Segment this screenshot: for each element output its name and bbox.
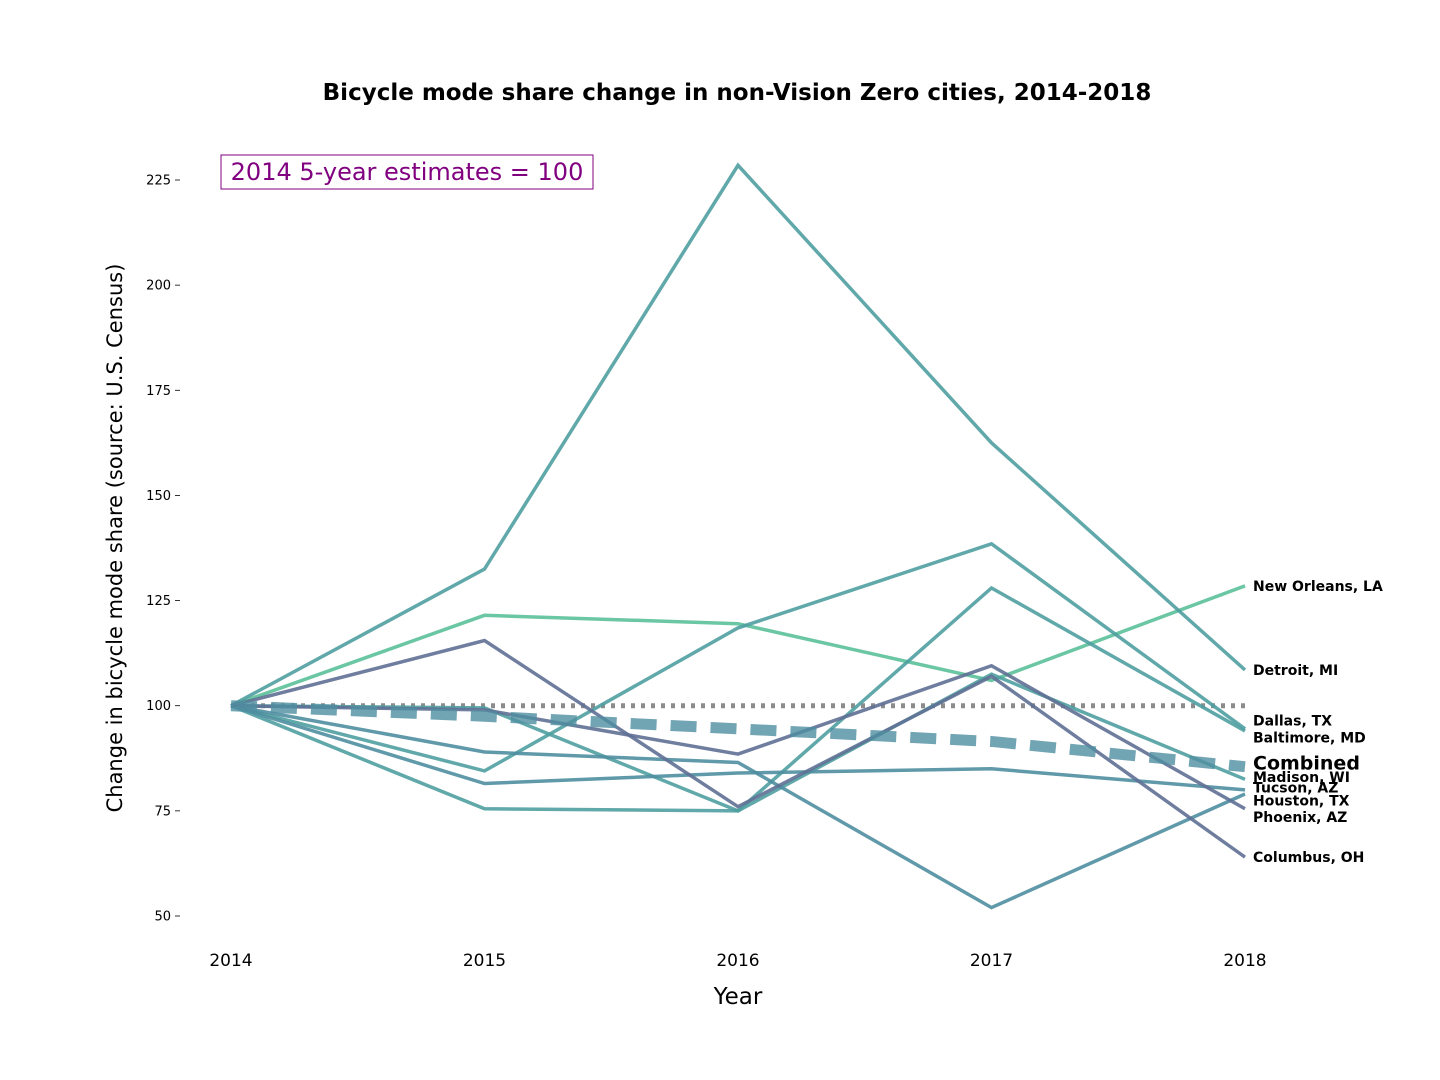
series-label: Columbus, OH (1253, 850, 1364, 866)
y-tick-label: 50 (154, 910, 171, 925)
y-tick-label: 100 (146, 699, 171, 714)
series-line-new-orleans-la (230, 584, 1246, 708)
x-tick-label: 2016 (716, 951, 759, 971)
series-line-combined (230, 700, 1246, 773)
series-line-madison-wi (230, 672, 1246, 813)
annotation-border (220, 154, 594, 190)
x-tick-label: 2014 (209, 951, 252, 971)
x-tick-label: 2018 (1223, 951, 1266, 971)
series-label: Houston, TX (1253, 793, 1350, 809)
y-tick-label: 75 (154, 804, 171, 819)
y-tick-label: 175 (146, 384, 171, 399)
series-line-houston-tx (230, 703, 1246, 910)
series-lines (230, 162, 1247, 910)
series-label: Phoenix, AZ (1253, 810, 1347, 826)
series-line-phoenix-az (230, 663, 1246, 811)
series-label: Madison, WI (1253, 770, 1350, 786)
x-axis-label: Year (713, 984, 763, 1010)
x-axis-ticks: 2014 2015 2016 2017 2018 (209, 951, 1266, 971)
x-tick-label: 2017 (970, 951, 1013, 971)
series-line-dallas-tx (230, 541, 1247, 773)
y-axis-ticks: 50 75 100 125 150 175 200 225 (146, 174, 180, 925)
y-tick-label: 125 (146, 594, 171, 609)
series-label: Combined (1253, 752, 1360, 774)
annotation-text: 2014 5-year estimates = 100 (231, 158, 584, 186)
series-label: New Orleans, LA (1253, 579, 1383, 595)
y-tick-label: 200 (146, 279, 171, 294)
x-tick-label: 2015 (463, 951, 506, 971)
series-line-columbus-oh (230, 638, 1247, 859)
series-labels: New Orleans, LA Detroit, MI Dallas, TXBalt… (1253, 579, 1383, 866)
series-label: Detroit, MI (1253, 663, 1338, 679)
series-line-tucson-az (230, 704, 1246, 792)
chart-title: Bicycle mode share change in non-Vision … (323, 80, 1152, 106)
annotation-box: 2014 5-year estimates = 100 (220, 154, 594, 190)
series-line-detroit-mi (230, 162, 1247, 708)
series-label: Baltimore, MD (1253, 730, 1366, 746)
y-tick-label: 225 (146, 174, 171, 189)
y-axis-label: Change in bicycle mode share (source: U.… (103, 264, 127, 813)
y-tick-label: 150 (146, 489, 171, 504)
series-label: Dallas, TX (1253, 713, 1332, 729)
series-label: Tucson, AZ (1253, 781, 1338, 797)
